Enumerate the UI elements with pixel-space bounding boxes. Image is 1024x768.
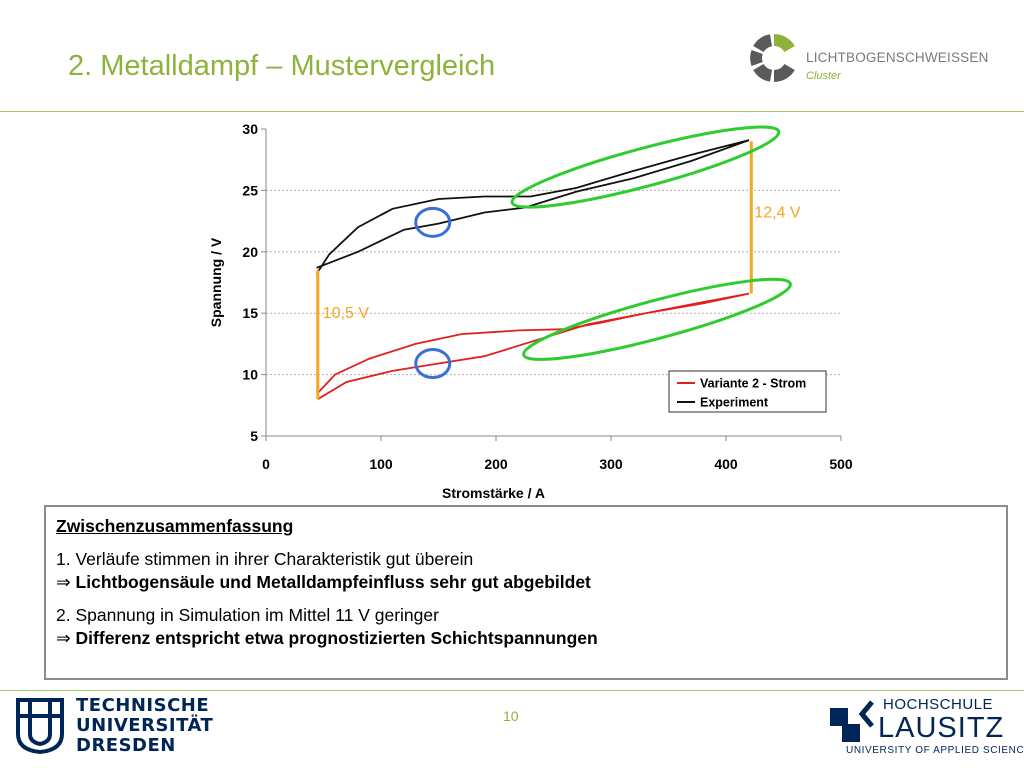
tu-dresden-logo: TECHNISCHE UNIVERSITÄT DRESDEN [10, 694, 220, 758]
cluster-ring-icon [750, 33, 798, 83]
y-tick-label: 30 [242, 121, 258, 137]
summary-title: Zwischenzusammenfassung [56, 516, 294, 536]
x-tick-label: 400 [714, 456, 738, 472]
x-axis-label: Stromstärke / A [442, 485, 545, 501]
highlight-ellipse [522, 277, 792, 361]
implies-arrow: ⇒ [56, 628, 71, 648]
hochschule-lausitz-logo: HOCHSCHULE LAUSITZ UNIVERSITY OF APPLIED… [828, 692, 1024, 762]
hsl-line-3: UNIVERSITY OF APPLIED SCIENCES [846, 745, 1024, 756]
hsl-emblem-icon [830, 700, 874, 742]
y-axis-label: Spannung / V [208, 237, 224, 327]
slide-title: 2. Metalldampf – Mustervergleich [68, 50, 496, 82]
summary-conclusion-1: Lichtbogensäule und Metalldampfeinfluss … [75, 572, 591, 592]
lbs-logo-name: LICHTBOGENSCHWEISSEN [806, 50, 989, 65]
summary-conclusion-2: Differenz entspricht etwa prognostiziert… [75, 628, 598, 648]
legend-label: Experiment [700, 396, 769, 410]
highlight-circle [414, 348, 452, 380]
x-tick-label: 0 [262, 456, 270, 472]
y-tick-label: 10 [242, 367, 258, 383]
x-tick-label: 500 [829, 456, 853, 472]
lbs-logo-sub: Cluster [806, 70, 841, 82]
lichtbogenschweissen-logo: LICHTBOGENSCHWEISSEN Cluster [748, 32, 1018, 88]
tud-line-1: TECHNISCHE [76, 695, 210, 716]
hsl-line-2: LAUSITZ [878, 712, 1005, 744]
legend-label: Variante 2 - Strom [700, 377, 806, 391]
legend-box [668, 370, 827, 413]
y-tick-label: 15 [242, 305, 258, 321]
tud-line-3: DRESDEN [76, 735, 176, 756]
implies-arrow: ⇒ [56, 572, 71, 592]
x-tick-label: 200 [484, 456, 508, 472]
x-tick-label: 100 [369, 456, 393, 472]
series-line [317, 292, 750, 400]
x-tick-label: 300 [599, 456, 623, 472]
y-tick-label: 25 [242, 182, 258, 198]
y-tick-label: 20 [242, 244, 258, 260]
summary-box: Zwischenzusammenfassung 1. Verläufe stim… [44, 505, 1008, 680]
voltage-gap-label: 12,4 V [754, 204, 801, 221]
page-number: 10 [503, 708, 519, 724]
y-tick-label: 5 [250, 428, 258, 444]
header-divider [0, 111, 1024, 112]
voltage-gap-label: 10,5 V [323, 305, 370, 322]
hsl-line-1: HOCHSCHULE [883, 696, 994, 713]
series-line [315, 139, 750, 275]
footer-divider [0, 690, 1024, 691]
tu-dresden-emblem-icon [16, 698, 64, 755]
highlight-circle [414, 206, 452, 238]
summary-point-1: 1. Verläufe stimmen in ihrer Charakteris… [56, 549, 474, 569]
tud-line-2: UNIVERSITÄT [76, 715, 214, 736]
highlight-ellipse [510, 125, 781, 209]
summary-point-2: 2. Spannung in Simulation im Mittel 11 V… [56, 605, 439, 625]
